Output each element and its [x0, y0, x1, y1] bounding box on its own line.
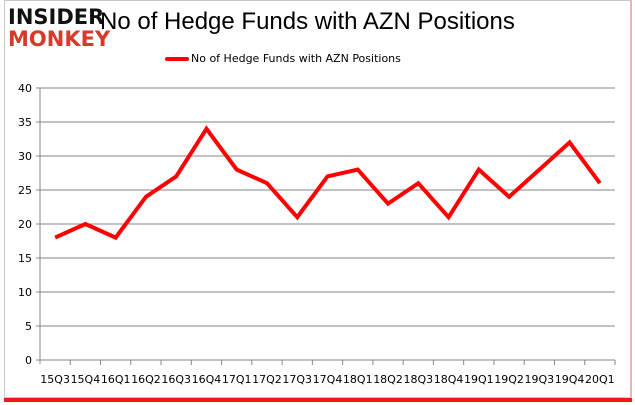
y-tick-label: 10	[18, 286, 32, 299]
x-tick-label: 17Q2	[252, 373, 282, 386]
x-tick-label: 16Q4	[192, 373, 222, 386]
y-tick-label: 20	[18, 218, 32, 231]
x-tick-label: 18Q1	[343, 373, 373, 386]
x-tick-label: 15Q4	[71, 373, 101, 386]
chart-frame	[4, 0, 632, 398]
x-tick-label: 18Q3	[403, 373, 433, 386]
x-tick-label: 17Q1	[222, 373, 252, 386]
chart-legend: No of Hedge Funds with AZN Positions	[165, 52, 401, 65]
y-tick-label: 30	[18, 150, 32, 163]
y-tick-label: 0	[25, 354, 32, 367]
chart-title: No of Hedge Funds with AZN Positions	[100, 8, 515, 35]
y-tick-label: 15	[18, 252, 32, 265]
y-tick-label: 5	[25, 320, 32, 333]
series-line	[54, 125, 602, 241]
x-tick-label: 19Q4	[555, 373, 585, 386]
y-tick-label: 25	[18, 184, 32, 197]
x-tick-label: 19Q1	[464, 373, 494, 386]
x-tick-label: 16Q1	[101, 373, 131, 386]
y-tick-label: 35	[18, 116, 32, 129]
x-tick-label: 18Q2	[373, 373, 403, 386]
x-tick-label: 20Q1	[585, 373, 615, 386]
x-tick-label: 19Q2	[494, 373, 524, 386]
x-tick-label: 17Q3	[282, 373, 312, 386]
x-tick-label: 15Q3	[40, 373, 70, 386]
x-tick-label: 19Q3	[525, 373, 555, 386]
logo-line-2: MONKEY	[8, 27, 111, 51]
insider-monkey-logo: INSIDER MONKEY	[8, 5, 110, 51]
x-tick-label: 16Q3	[161, 373, 191, 386]
legend-label: No of Hedge Funds with AZN Positions	[191, 52, 401, 65]
x-tick-label: 18Q4	[434, 373, 464, 386]
y-tick-label: 40	[18, 82, 32, 95]
x-tick-label: 17Q4	[313, 373, 343, 386]
legend-line-swatch	[165, 56, 189, 61]
logo-line-1: INSIDER	[8, 5, 105, 29]
x-tick-label: 16Q2	[131, 373, 161, 386]
